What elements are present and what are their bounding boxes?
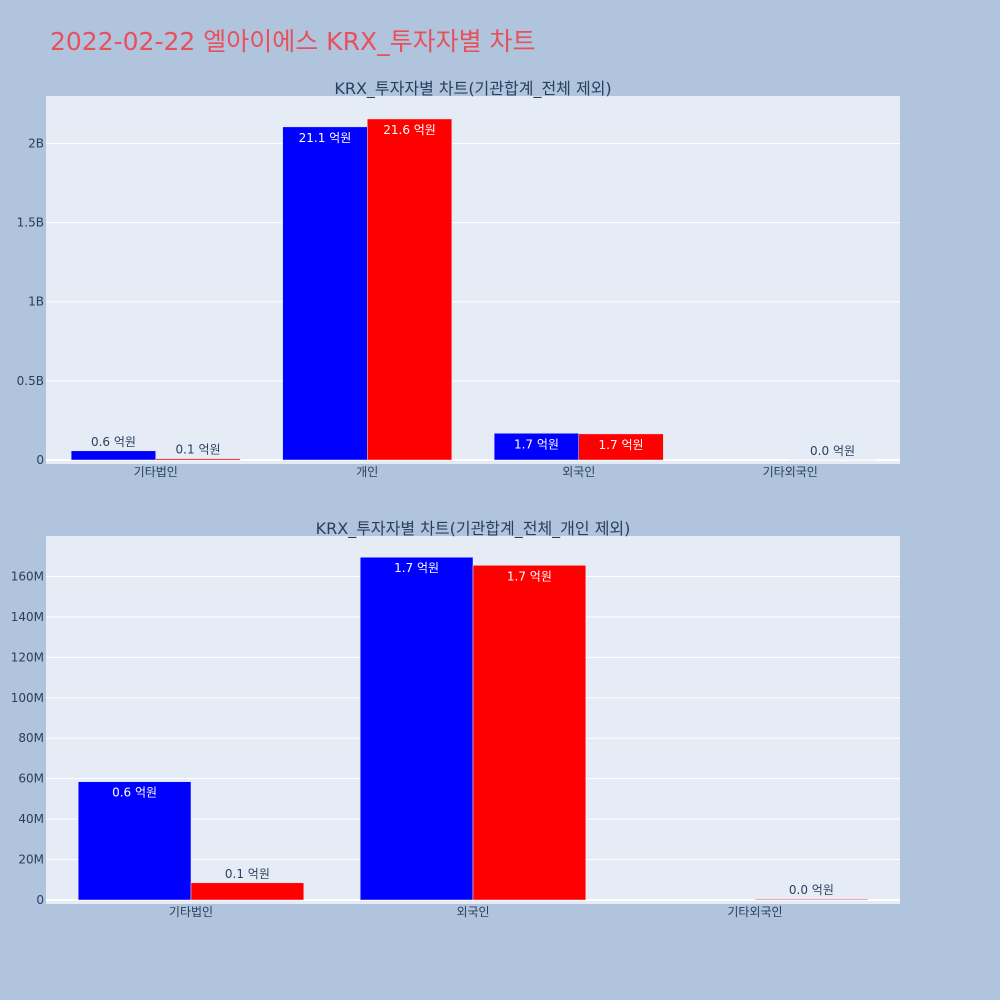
data-label: 1.7 억원 — [507, 569, 552, 583]
data-label: 0.6 억원 — [112, 786, 157, 800]
data-label: 0.1 억원 — [225, 867, 270, 881]
x-tick-label: 기타법인 — [169, 905, 213, 919]
chart-krx-excluding-institutions-individuals: KRX_투자자별 차트(기관합계_전체_개인 제외) 0 20M 40M 60M 80M 1… — [11, 519, 900, 919]
y-tick-label: 80M — [18, 731, 44, 745]
bar-sell — [578, 433, 664, 461]
y-tick-label: 1.5B — [17, 216, 44, 230]
data-label: 0.1 억원 — [176, 443, 221, 457]
chart-title: KRX_투자자별 차트(기관합계_전체 제외) — [334, 79, 611, 99]
bar-sell — [155, 458, 241, 461]
y-tick-label: 60M — [18, 772, 44, 786]
y-tick-label: 160M — [11, 569, 44, 583]
y-tick-label: 1B — [28, 295, 44, 309]
bar-sell — [367, 118, 453, 461]
y-tick-label: 100M — [11, 691, 44, 705]
page-title: 2022-02-22 엘아이에스 KRX_투자자별 차트 — [50, 27, 536, 56]
x-tick-label: 외국인 — [456, 905, 489, 919]
x-tick-label: 기타법인 — [134, 465, 178, 479]
bar-buy — [282, 126, 368, 461]
y-tick-label: 20M — [18, 853, 44, 867]
data-label: 0.6 억원 — [91, 435, 136, 449]
chart-krx-excluding-institutions: KRX_투자자별 차트(기관합계_전체 제외) 0 0.5B 1B 1.5B 2B 기타법인… — [17, 79, 900, 479]
x-tick-label: 기타외국인 — [763, 465, 818, 479]
bar-buy — [359, 556, 474, 901]
bar-sell — [754, 898, 869, 901]
data-label: 21.1 억원 — [299, 131, 352, 145]
y-tick-label: 0 — [36, 453, 44, 467]
y-tick-label: 0 — [36, 893, 44, 907]
y-tick-label: 120M — [11, 650, 44, 664]
y-tick-label: 140M — [11, 610, 44, 624]
plot-background — [46, 96, 900, 464]
data-label: 21.6 억원 — [383, 123, 436, 137]
data-label: 1.7 억원 — [599, 438, 644, 452]
data-label: 1.7 억원 — [394, 561, 439, 575]
y-tick-label: 40M — [18, 812, 44, 826]
data-label: 0.0 억원 — [789, 883, 834, 897]
bar-sell — [472, 565, 587, 901]
x-tick-label: 기타외국인 — [727, 905, 782, 919]
y-tick-label: 2B — [28, 136, 44, 150]
x-tick-label: 외국인 — [562, 465, 595, 479]
x-tick-label: 개인 — [356, 465, 378, 479]
chart-title: KRX_투자자별 차트(기관합계_전체_개인 제외) — [316, 519, 631, 539]
bar-sell — [190, 882, 305, 901]
bar-buy — [70, 450, 156, 461]
data-label: 1.7 억원 — [514, 437, 559, 451]
data-label: 0.0 억원 — [810, 444, 855, 458]
bar-buy — [77, 781, 192, 901]
y-tick-label: 0.5B — [17, 374, 44, 388]
